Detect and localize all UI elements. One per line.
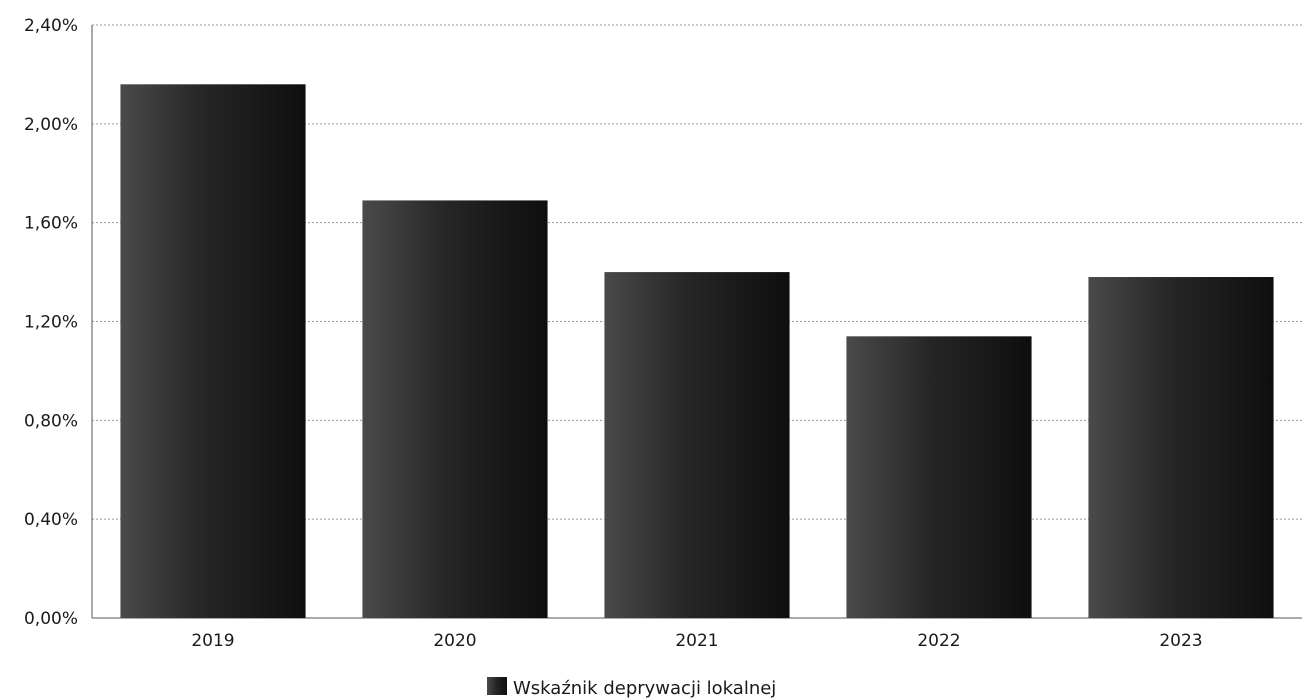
y-tick-label: 0,40%: [24, 510, 78, 530]
y-tick-label: 2,40%: [24, 16, 78, 36]
bar-2022: [846, 336, 1032, 618]
x-tick-labels: 2019 2020 2021 2022 2023: [191, 631, 1202, 651]
y-tick-label: 0,80%: [24, 411, 78, 431]
bar-2020: [362, 200, 548, 618]
legend-swatch: [487, 677, 507, 695]
bars: [120, 84, 1274, 619]
x-tick-label: 2022: [917, 631, 960, 651]
y-tick-label: 1,60%: [24, 214, 78, 234]
x-tick-label: 2021: [675, 631, 718, 651]
bar-2021: [604, 272, 790, 618]
y-tick-label: 1,20%: [24, 313, 78, 333]
x-tick-label: 2019: [191, 631, 234, 651]
x-tick-label: 2020: [433, 631, 476, 651]
x-tick-label: 2023: [1159, 631, 1202, 651]
y-tick-label: 2,00%: [24, 115, 78, 135]
legend: Wskaźnik deprywacji lokalnej: [487, 677, 776, 699]
y-tick-labels: 0,00% 0,40% 0,80% 1,20% 1,60% 2,00% 2,40%: [24, 16, 78, 629]
bar-2023: [1088, 277, 1274, 618]
legend-label: Wskaźnik deprywacji lokalnej: [513, 678, 776, 699]
y-tick-label: 0,00%: [24, 609, 78, 629]
bar-2019: [120, 84, 306, 619]
